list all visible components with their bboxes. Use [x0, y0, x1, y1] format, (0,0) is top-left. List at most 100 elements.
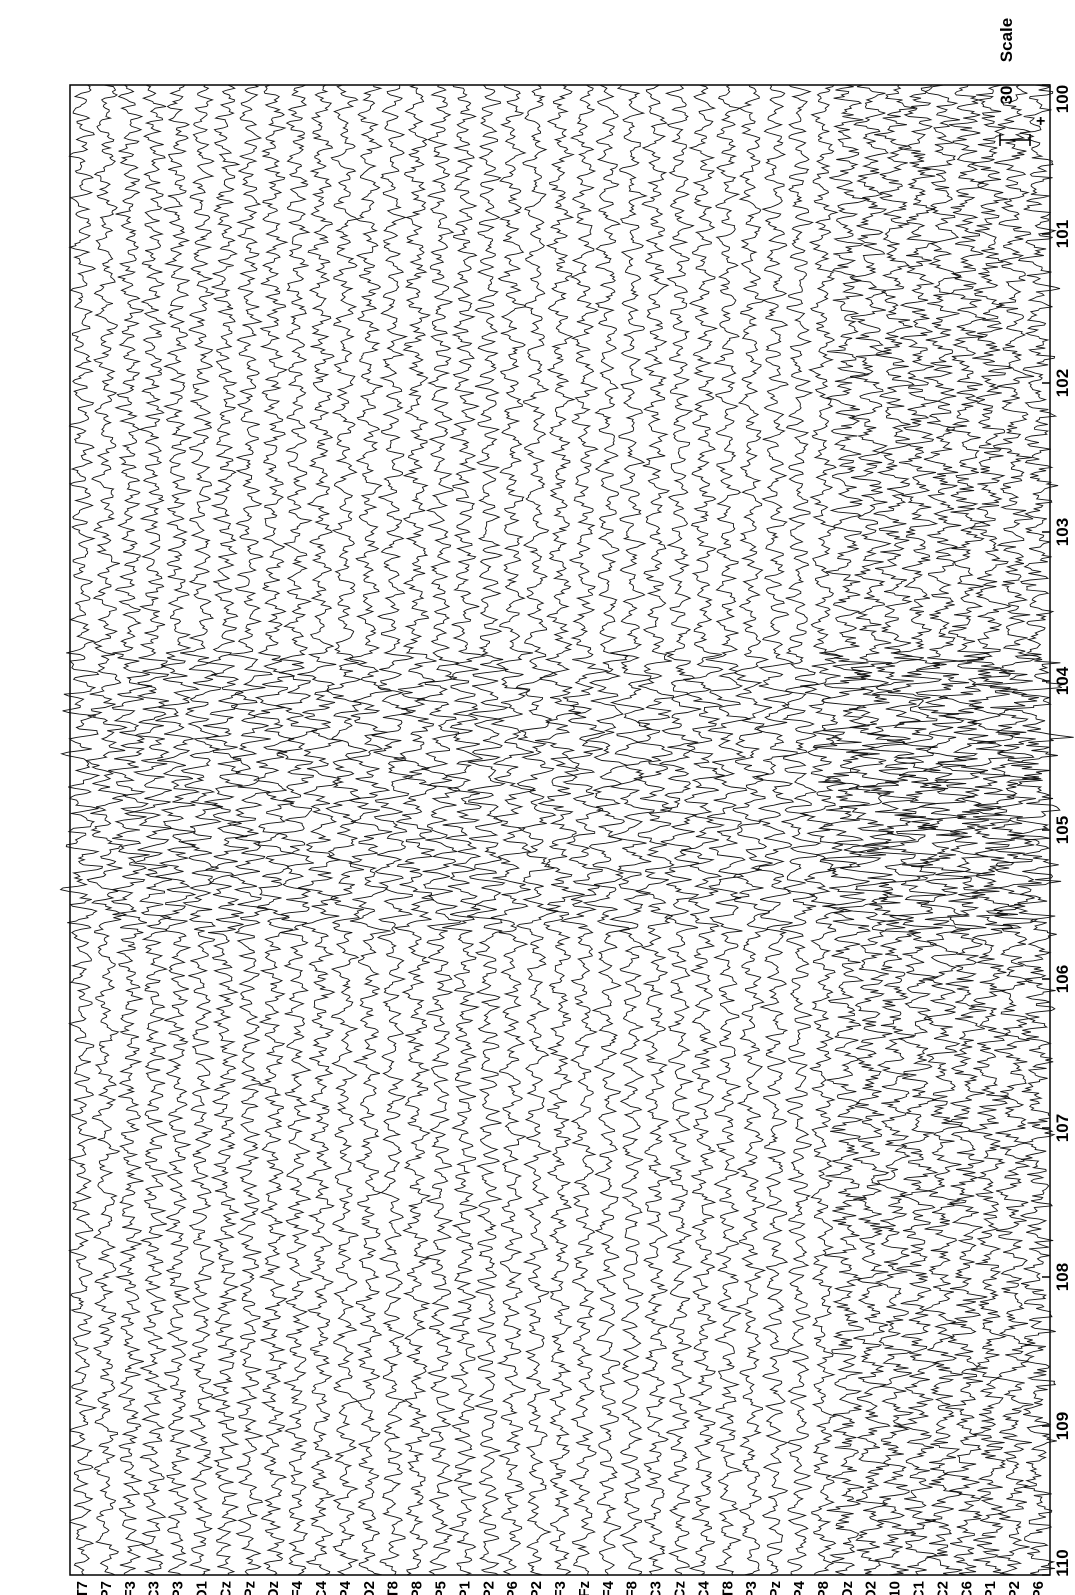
channel-label: FP1-FP2: [528, 1581, 545, 1595]
channel-label: P7-P3: [743, 1581, 760, 1595]
channel-label: Cz-C4: [695, 1580, 712, 1595]
trace-F8-T8: [371, 84, 415, 1576]
trace-FC1-FC2: [911, 84, 975, 1576]
trace-F3-Fz: [560, 84, 609, 1576]
channel-label: C4-P4: [337, 1580, 354, 1595]
channel-label: Pz-Oz: [265, 1581, 282, 1595]
channel-label: P3-O1: [194, 1581, 211, 1595]
trace-FC2-CP2: [466, 84, 509, 1576]
trace-P4-O2: [347, 84, 393, 1576]
x-tick-label: 109: [1053, 1412, 1072, 1440]
trace-P4-P8: [799, 84, 846, 1576]
channel-label: C3-Cz: [672, 1581, 689, 1595]
trace-P3-O1: [180, 84, 224, 1576]
channel-label: F3-C3: [146, 1581, 163, 1595]
scale-title: Scale: [997, 18, 1016, 62]
trace-FC5-CP5: [417, 84, 462, 1576]
trace-F4-C4: [297, 84, 343, 1576]
x-tick-label: 103: [1053, 518, 1072, 546]
x-tick-label: 104: [1053, 666, 1072, 695]
x-tick-label: 107: [1053, 1114, 1072, 1142]
x-tick-label: 108: [1053, 1263, 1072, 1291]
channel-label: FC5-FC1: [911, 1581, 928, 1595]
channel-label: P3-Pz: [767, 1581, 784, 1595]
channel-label: T7-C3: [648, 1581, 665, 1595]
channel-label: FC6-CP6: [504, 1581, 521, 1595]
scale-bar-line: [999, 134, 1031, 146]
trace-Fz-Cz: [202, 84, 249, 1576]
x-tick-label: 102: [1053, 369, 1072, 397]
trace-F3-C3: [132, 84, 173, 1576]
channel-label: F4-C4: [313, 1580, 330, 1595]
channel-label: Cz-Pz: [241, 1581, 258, 1595]
trace-FP2-F4: [275, 84, 319, 1576]
channel-label: Fz-F4: [600, 1580, 617, 1595]
channel-label: F3-Fz: [576, 1581, 593, 1595]
channel-label: Oz-O2: [863, 1581, 880, 1595]
channel-label: FC2-CP2: [480, 1581, 497, 1595]
trace-FP1-F3: [108, 84, 153, 1575]
channel-label: F7-T7: [74, 1581, 91, 1595]
trace-Fz-F4: [582, 84, 631, 1576]
trace-CP1-CP2: [987, 84, 1050, 1576]
channel-label: T8-P8: [409, 1581, 426, 1595]
channel-label: F8-T8: [385, 1581, 402, 1595]
trace-F7-F3: [534, 84, 585, 1576]
trace-C3-Cz: [659, 84, 702, 1576]
x-tick-label: 105: [1053, 816, 1072, 844]
trace-layer: [59, 84, 1074, 1576]
channel-label: O1-Oz: [839, 1581, 856, 1595]
channel-label: C4-T8: [719, 1581, 736, 1595]
trace-Cz-C4: [681, 84, 726, 1576]
channel-label: CP5-CP1: [982, 1581, 999, 1595]
trace-P7-P3: [732, 84, 773, 1576]
x-tick-label: 110: [1053, 1549, 1072, 1576]
plot-frame: [69, 84, 1051, 1576]
trace-FC6-CP6: [490, 84, 536, 1576]
channel-label: P4-P8: [815, 1581, 832, 1595]
trace-CP5-CP1: [961, 84, 1027, 1576]
channel-label: CP2-CP6: [1030, 1581, 1047, 1595]
channel-label: FC2-FC6: [958, 1581, 975, 1595]
channel-label: C3-P3: [170, 1581, 187, 1595]
trace-T7-C3: [633, 84, 675, 1576]
trace-Oz-O2: [838, 84, 906, 1576]
trace-C4-P4: [324, 84, 368, 1576]
channel-label: Pz-P4: [791, 1580, 808, 1595]
channel-label: FP1-F3: [122, 1581, 139, 1595]
trace-FC2-FC6: [934, 84, 1000, 1576]
trace-Pz-Oz: [251, 84, 295, 1576]
channel-label: FC5-CP5: [433, 1581, 450, 1595]
channel-label-layer: F7-T7 T7-P7 FP1-F3 F3-C3 C3-P3 P3-O1 Fz-Cz Cz-P…: [74, 1580, 1047, 1595]
trace-Cz-Pz: [226, 84, 274, 1576]
channel-label: FC1-FC2: [934, 1581, 951, 1595]
trace-TP9-TP10: [862, 84, 929, 1576]
trace-Pz-P4: [779, 84, 822, 1576]
trace-C4-T8: [705, 84, 752, 1576]
trace-CP2-CP6: [1004, 84, 1074, 1576]
trace-C3-P3: [155, 84, 201, 1576]
trace-F7-T7: [59, 84, 103, 1576]
trace-FP1-FP2: [515, 84, 559, 1576]
channel-label: Fz-Cz: [217, 1581, 234, 1595]
channel-label: F7-F3: [552, 1581, 569, 1595]
scale-marker: +: [1036, 113, 1045, 130]
channel-label: F4-F8: [624, 1581, 641, 1595]
channel-label: P4-O2: [361, 1581, 378, 1595]
x-axis: 100 101 102 103 104 105 106 107 108 109 110: [1042, 84, 1072, 1577]
scale-value: 30: [997, 86, 1016, 105]
channel-label: FP2-F4: [289, 1580, 306, 1595]
channel-label: TP9-TP10: [887, 1581, 904, 1595]
channel-label: FC1-CP1: [456, 1581, 473, 1595]
channel-label: T7-P7: [98, 1581, 115, 1595]
trace-P3-Pz: [751, 84, 798, 1576]
trace-O1-Oz: [813, 84, 879, 1576]
x-tick-label: 100: [1053, 85, 1072, 113]
trace-FC1-CP1: [442, 84, 486, 1576]
trace-T8-P8: [393, 84, 438, 1576]
x-tick-label: 101: [1053, 220, 1072, 248]
channel-label: CP1-CP2: [1006, 1581, 1023, 1595]
trace-FC5-FC1: [882, 84, 949, 1576]
x-tick-label: 106: [1053, 965, 1072, 993]
